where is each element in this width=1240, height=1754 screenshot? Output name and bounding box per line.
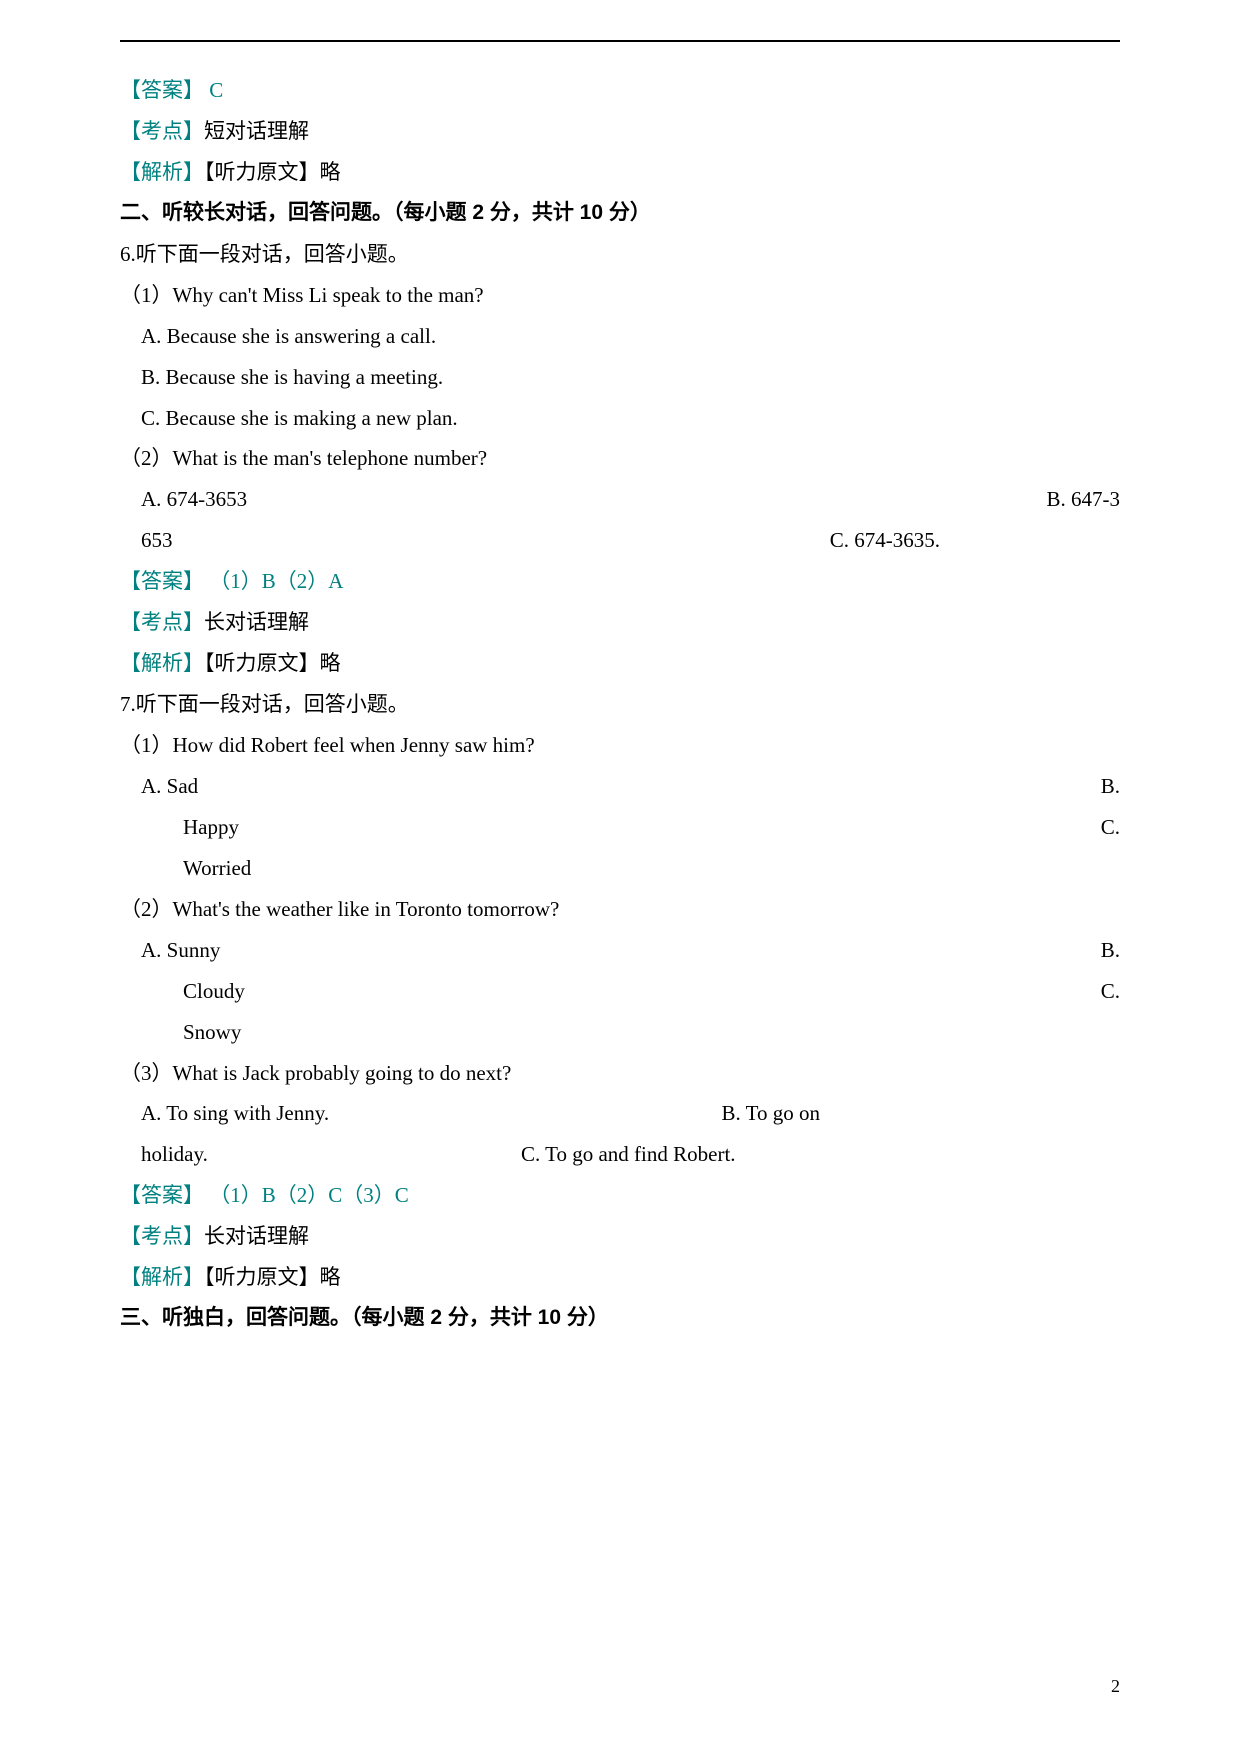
q7-answer: 【答案】 （1）B（2）C（3）C (120, 1175, 1120, 1216)
q7-2-c: C. (1101, 971, 1120, 1012)
q6-2-b-prefix: B. 647-3 (1047, 479, 1121, 520)
q6-stem: 6.听下面一段对话，回答小题。 (120, 234, 1120, 275)
kaodian-6: 【考点】长对话理解 (120, 602, 1120, 643)
q7-stem: 7.听下面一段对话，回答小题。 (120, 684, 1120, 725)
kaodian-7: 【考点】长对话理解 (120, 1216, 1120, 1257)
q7-1-a: A. Sad (120, 766, 198, 807)
q7-3-b: B. To go on (722, 1093, 1121, 1134)
jiexi-text: 【听力原文】略 (204, 160, 341, 184)
q6-2-row2: 653 C. 674-3635. (120, 520, 1120, 561)
q7-1-row-b: Happy C. (120, 807, 1120, 848)
q7-2-c2: Snowy (120, 1012, 1120, 1053)
page-number: 2 (1111, 1669, 1120, 1704)
q6-2-a: A. 674-3653 (120, 479, 247, 520)
kaodian-label-7: 【考点】 (120, 1224, 204, 1248)
jiexi-label-7: 【解析】 (120, 1265, 204, 1289)
kaodian-text-7: 长对话理解 (204, 1224, 309, 1248)
q6-2-stem: （2）What is the man's telephone number? (120, 438, 1120, 479)
q7-1-row-a: A. Sad B. (120, 766, 1120, 807)
q7-1-b2: Happy (120, 807, 239, 848)
jiexi-5: 【解析】【听力原文】略 (120, 152, 1120, 193)
jiexi-label-6: 【解析】 (120, 651, 204, 675)
q6-2-row1: A. 674-3653 B. 647-3 (120, 479, 1120, 520)
q7-3-stem: （3）What is Jack probably going to do nex… (120, 1053, 1120, 1094)
q7-1-c: C. (1101, 807, 1120, 848)
q6-1-b: B. Because she is having a meeting. (120, 357, 1120, 398)
jiexi-6: 【解析】【听力原文】略 (120, 643, 1120, 684)
jiexi-text-7: 【听力原文】略 (204, 1265, 341, 1289)
q6-1-c: C. Because she is making a new plan. (120, 398, 1120, 439)
answer-5: 【答案】 C (120, 70, 1120, 111)
jiexi-label: 【解析】 (120, 160, 204, 184)
kaodian-label-6: 【考点】 (120, 610, 204, 634)
page: 【答案】 C 【考点】短对话理解 【解析】【听力原文】略 二、听较长对话，回答问… (0, 0, 1240, 1754)
jiexi-text-6: 【听力原文】略 (204, 651, 341, 675)
kaodian-text: 短对话理解 (204, 119, 309, 143)
q7-3-c: C. To go and find Robert. (521, 1134, 736, 1175)
kaodian-5: 【考点】短对话理解 (120, 111, 1120, 152)
q7-2-stem: （2）What's the weather like in Toronto to… (120, 889, 1120, 930)
section-3-title: 三、听独白，回答问题。（每小题 2 分，共计 10 分） (120, 1298, 1120, 1339)
q7-1-b: B. (1101, 766, 1120, 807)
section-2-title: 二、听较长对话，回答问题。（每小题 2 分，共计 10 分） (120, 193, 1120, 234)
q7-3-row-b: holiday. C. To go and find Robert. (120, 1134, 1120, 1175)
q7-3-row-a: A. To sing with Jenny. B. To go on (120, 1093, 1120, 1134)
kaodian-label: 【考点】 (120, 119, 204, 143)
kaodian-text-6: 长对话理解 (204, 610, 309, 634)
top-rule (120, 40, 1120, 42)
q7-3-b2: holiday. (120, 1134, 521, 1175)
q7-1-stem: （1）How did Robert feel when Jenny saw hi… (120, 725, 1120, 766)
q6-2-b-suffix: 653 (120, 520, 173, 561)
q7-2-b: B. (1101, 930, 1120, 971)
q7-2-row-a: A. Sunny B. (120, 930, 1120, 971)
q7-2-a: A. Sunny (120, 930, 220, 971)
q6-answer: 【答案】 （1）B（2）A (120, 561, 1120, 602)
q7-2-b2: Cloudy (120, 971, 245, 1012)
q7-2-row-b: Cloudy C. (120, 971, 1120, 1012)
q7-3-a: A. To sing with Jenny. (120, 1093, 329, 1134)
jiexi-7: 【解析】【听力原文】略 (120, 1257, 1120, 1298)
q6-1-stem: （1）Why can't Miss Li speak to the man? (120, 275, 1120, 316)
q7-1-c2: Worried (120, 848, 1120, 889)
q6-2-c: C. 674-3635. (830, 520, 1120, 561)
q6-1-a: A. Because she is answering a call. (120, 316, 1120, 357)
